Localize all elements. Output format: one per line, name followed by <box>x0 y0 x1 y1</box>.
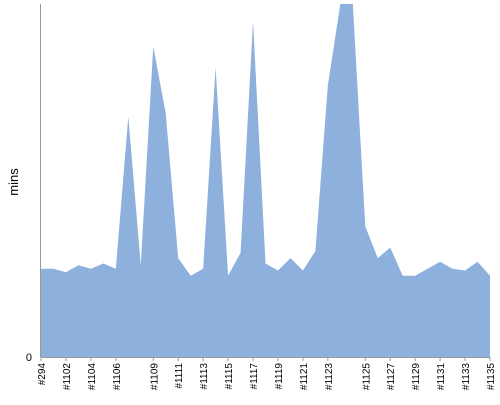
axes: 0 #294 #1102 #1104 #1106 #1109 #1111 #1113 #1115… <box>26 4 497 390</box>
x-tick-label: #1117 <box>249 363 260 390</box>
x-tick-label: #1115 <box>224 363 235 390</box>
x-tick-label: #1109 <box>149 363 160 391</box>
x-tick-label: #1127 <box>386 363 397 391</box>
x-tick-label: #1104 <box>87 363 98 391</box>
x-tick-label: #1123 <box>324 363 335 391</box>
x-tick-label: #294 <box>37 363 48 386</box>
x-tick-label: #1106 <box>112 363 123 391</box>
x-tick-label: #1119 <box>274 363 285 390</box>
x-tick-label: #1102 <box>62 363 73 391</box>
x-tick-label: #1111 <box>174 363 185 389</box>
plot-area <box>41 4 490 357</box>
x-tick-label: #1129 <box>411 363 422 391</box>
x-tick-label: #1131 <box>436 363 447 391</box>
x-tick-label: #1133 <box>461 363 472 391</box>
y-axis-label: mins <box>6 168 21 196</box>
x-tick-label: #1113 <box>199 363 210 390</box>
x-tick-label: #1135 <box>486 363 497 391</box>
x-tick-label: #1125 <box>361 363 372 391</box>
y-tick-label: 0 <box>26 352 32 364</box>
series-area <box>41 4 490 357</box>
x-tick-label: #1121 <box>299 363 310 391</box>
